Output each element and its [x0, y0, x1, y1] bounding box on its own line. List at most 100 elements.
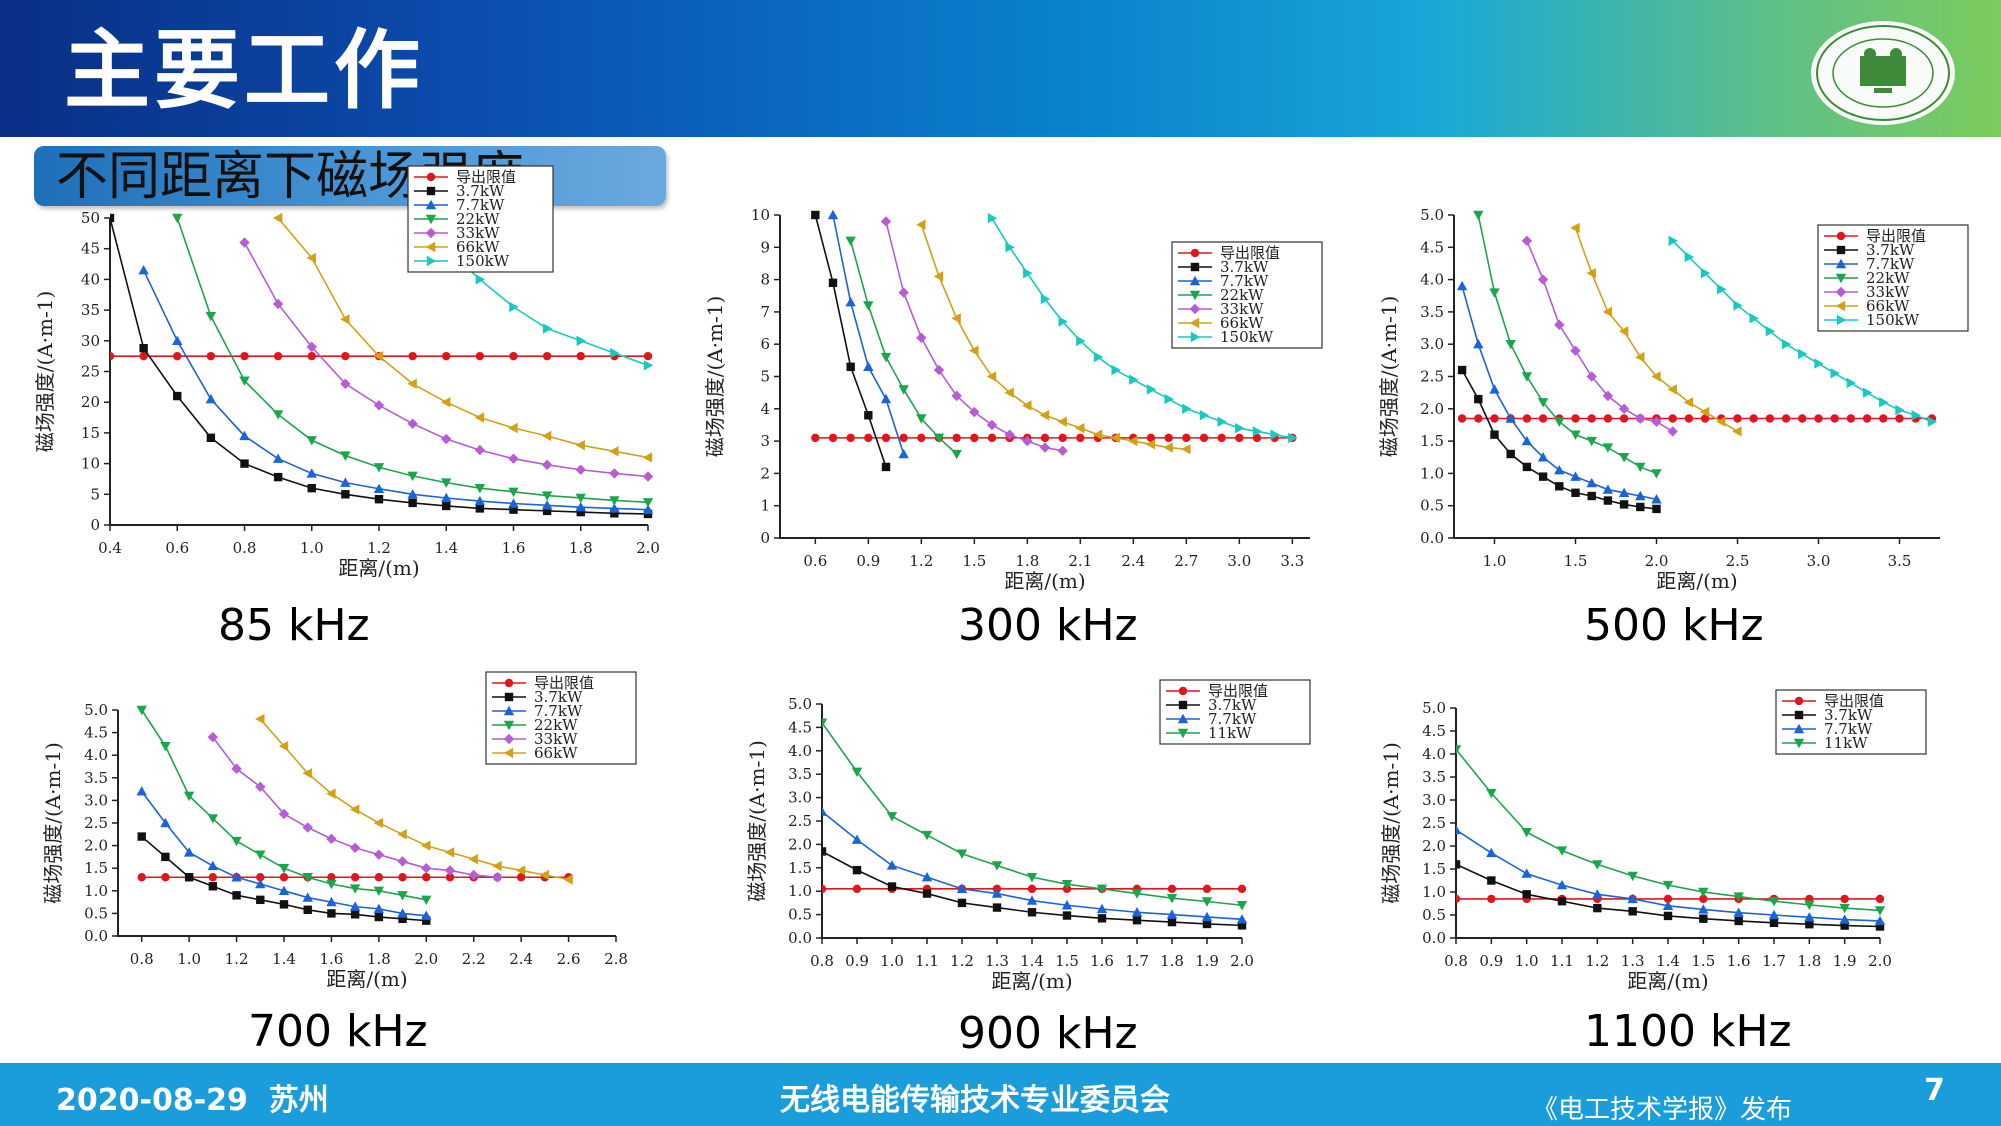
y-tick-label: 5.0: [84, 701, 108, 719]
data-point: [256, 895, 265, 905]
data-point: [349, 804, 360, 815]
data-point: [1039, 410, 1050, 421]
data-point: [1201, 911, 1213, 922]
legend-swatch-marker: [503, 733, 515, 745]
x-tick-label: 1.2: [367, 539, 391, 557]
data-point: [110, 213, 115, 223]
chart-900khz: 0.0 0.5 1.0 1.5 2.0 2.5 3.0 3.5 4.0 4.5 5.0 0.8 0.9 1…: [700, 660, 1311, 993]
data-point: [1076, 433, 1085, 443]
data-point: [1490, 430, 1499, 439]
series-导出限值: [811, 433, 1297, 443]
data-point: [349, 901, 361, 911]
x-tick-label: 3.0: [1227, 552, 1251, 570]
series-33kW: [239, 237, 654, 482]
data-point: [1252, 433, 1262, 443]
data-point: [1538, 472, 1548, 481]
x-tick-label: 1.8: [569, 539, 593, 557]
data-point: [1490, 414, 1499, 423]
data-point: [306, 468, 317, 478]
data-point: [1521, 235, 1533, 247]
data-point: [1474, 414, 1483, 423]
data-point: [1235, 433, 1244, 443]
data-point: [1879, 397, 1889, 408]
x-tick-label: 2.4: [509, 950, 533, 968]
y-tick-label: 5: [90, 485, 100, 503]
data-point: [864, 433, 873, 443]
data-point: [340, 314, 350, 325]
series-导出限值: [1457, 414, 1937, 423]
data-point: [917, 433, 926, 443]
data-point: [1556, 879, 1568, 890]
data-point: [1457, 414, 1467, 423]
data-point: [1663, 894, 1673, 904]
x-tick-label: 1.6: [1727, 952, 1751, 970]
data-point: [1199, 433, 1209, 443]
legend-swatch-marker: [1177, 713, 1189, 724]
data-point: [139, 351, 148, 361]
x-axis-label: 距离/(m): [1656, 569, 1737, 593]
data-point: [1132, 916, 1142, 925]
y-tick-label: 4.0: [84, 746, 108, 764]
x-tick-label: 2.0: [636, 539, 660, 557]
data-point: [1839, 914, 1850, 924]
data-point: [643, 360, 654, 371]
x-tick-label: 3.0: [1807, 552, 1831, 570]
data-point: [542, 323, 553, 334]
legend-entry: 33kW: [1866, 283, 1910, 301]
legend-swatch-marker: [504, 692, 514, 702]
y-tick-label: 2.5: [1422, 814, 1446, 832]
legend-swatch-marker: [503, 720, 515, 731]
data-point: [327, 909, 336, 918]
series-22kW: [136, 705, 432, 906]
y-tick-label: 0.5: [1422, 906, 1446, 924]
data-point: [899, 433, 908, 443]
legend-entry: 11kW: [1824, 734, 1868, 752]
legend-swatch-marker: [1189, 275, 1201, 286]
series-66kW: [272, 212, 653, 463]
x-tick-label: 1.4: [1020, 952, 1044, 970]
series-3.7kW: [1456, 860, 1885, 931]
legend-entry: 150kW: [456, 252, 510, 270]
data-point: [1522, 414, 1532, 423]
data-point: [160, 817, 171, 828]
data-point: [397, 856, 408, 867]
x-tick-label: 1.9: [1833, 952, 1857, 970]
data-point: [1146, 433, 1156, 443]
data-point: [1602, 306, 1613, 318]
data-point: [474, 412, 485, 423]
data-point: [1668, 414, 1677, 423]
data-point: [1096, 903, 1108, 914]
data-point: [610, 509, 619, 518]
data-point: [1237, 921, 1247, 930]
x-axis-label: 距离/(m): [1627, 969, 1708, 993]
data-point: [1487, 894, 1496, 904]
data-point: [373, 463, 385, 473]
data-point: [1537, 398, 1549, 408]
legend-entry: 66kW: [534, 744, 578, 762]
data-point: [272, 410, 284, 420]
legend-entry: 66kW: [1866, 297, 1910, 315]
data-point: [1733, 414, 1742, 423]
x-tick-label: 1.5: [1691, 952, 1715, 970]
y-tick-label: 2.0: [84, 837, 108, 855]
x-tick-label: 1.8: [1160, 952, 1184, 970]
data-point: [492, 872, 503, 883]
data-point: [442, 501, 451, 511]
y-tick-label: 2.0: [1420, 400, 1444, 418]
data-point: [279, 873, 289, 882]
data-point: [474, 444, 486, 456]
y-tick-label: 50: [81, 209, 100, 227]
data-point: [207, 731, 219, 743]
data-point: [1164, 393, 1174, 405]
data-point: [278, 864, 290, 874]
legend-swatch-marker: [1178, 700, 1188, 710]
chart-300khz: 0 1 2 3 4 5 6 7 8 9 10 0.6 0.9 1.2 1.5 1.8 2.1 2.4 2.7 3.0 3…: [703, 206, 1330, 593]
data-point: [1749, 414, 1758, 423]
data-point: [1570, 222, 1580, 234]
data-point: [1619, 414, 1629, 423]
series-66kW: [255, 713, 573, 885]
series-11kW: [822, 718, 1248, 911]
data-point: [1166, 894, 1178, 904]
data-point: [441, 433, 452, 445]
